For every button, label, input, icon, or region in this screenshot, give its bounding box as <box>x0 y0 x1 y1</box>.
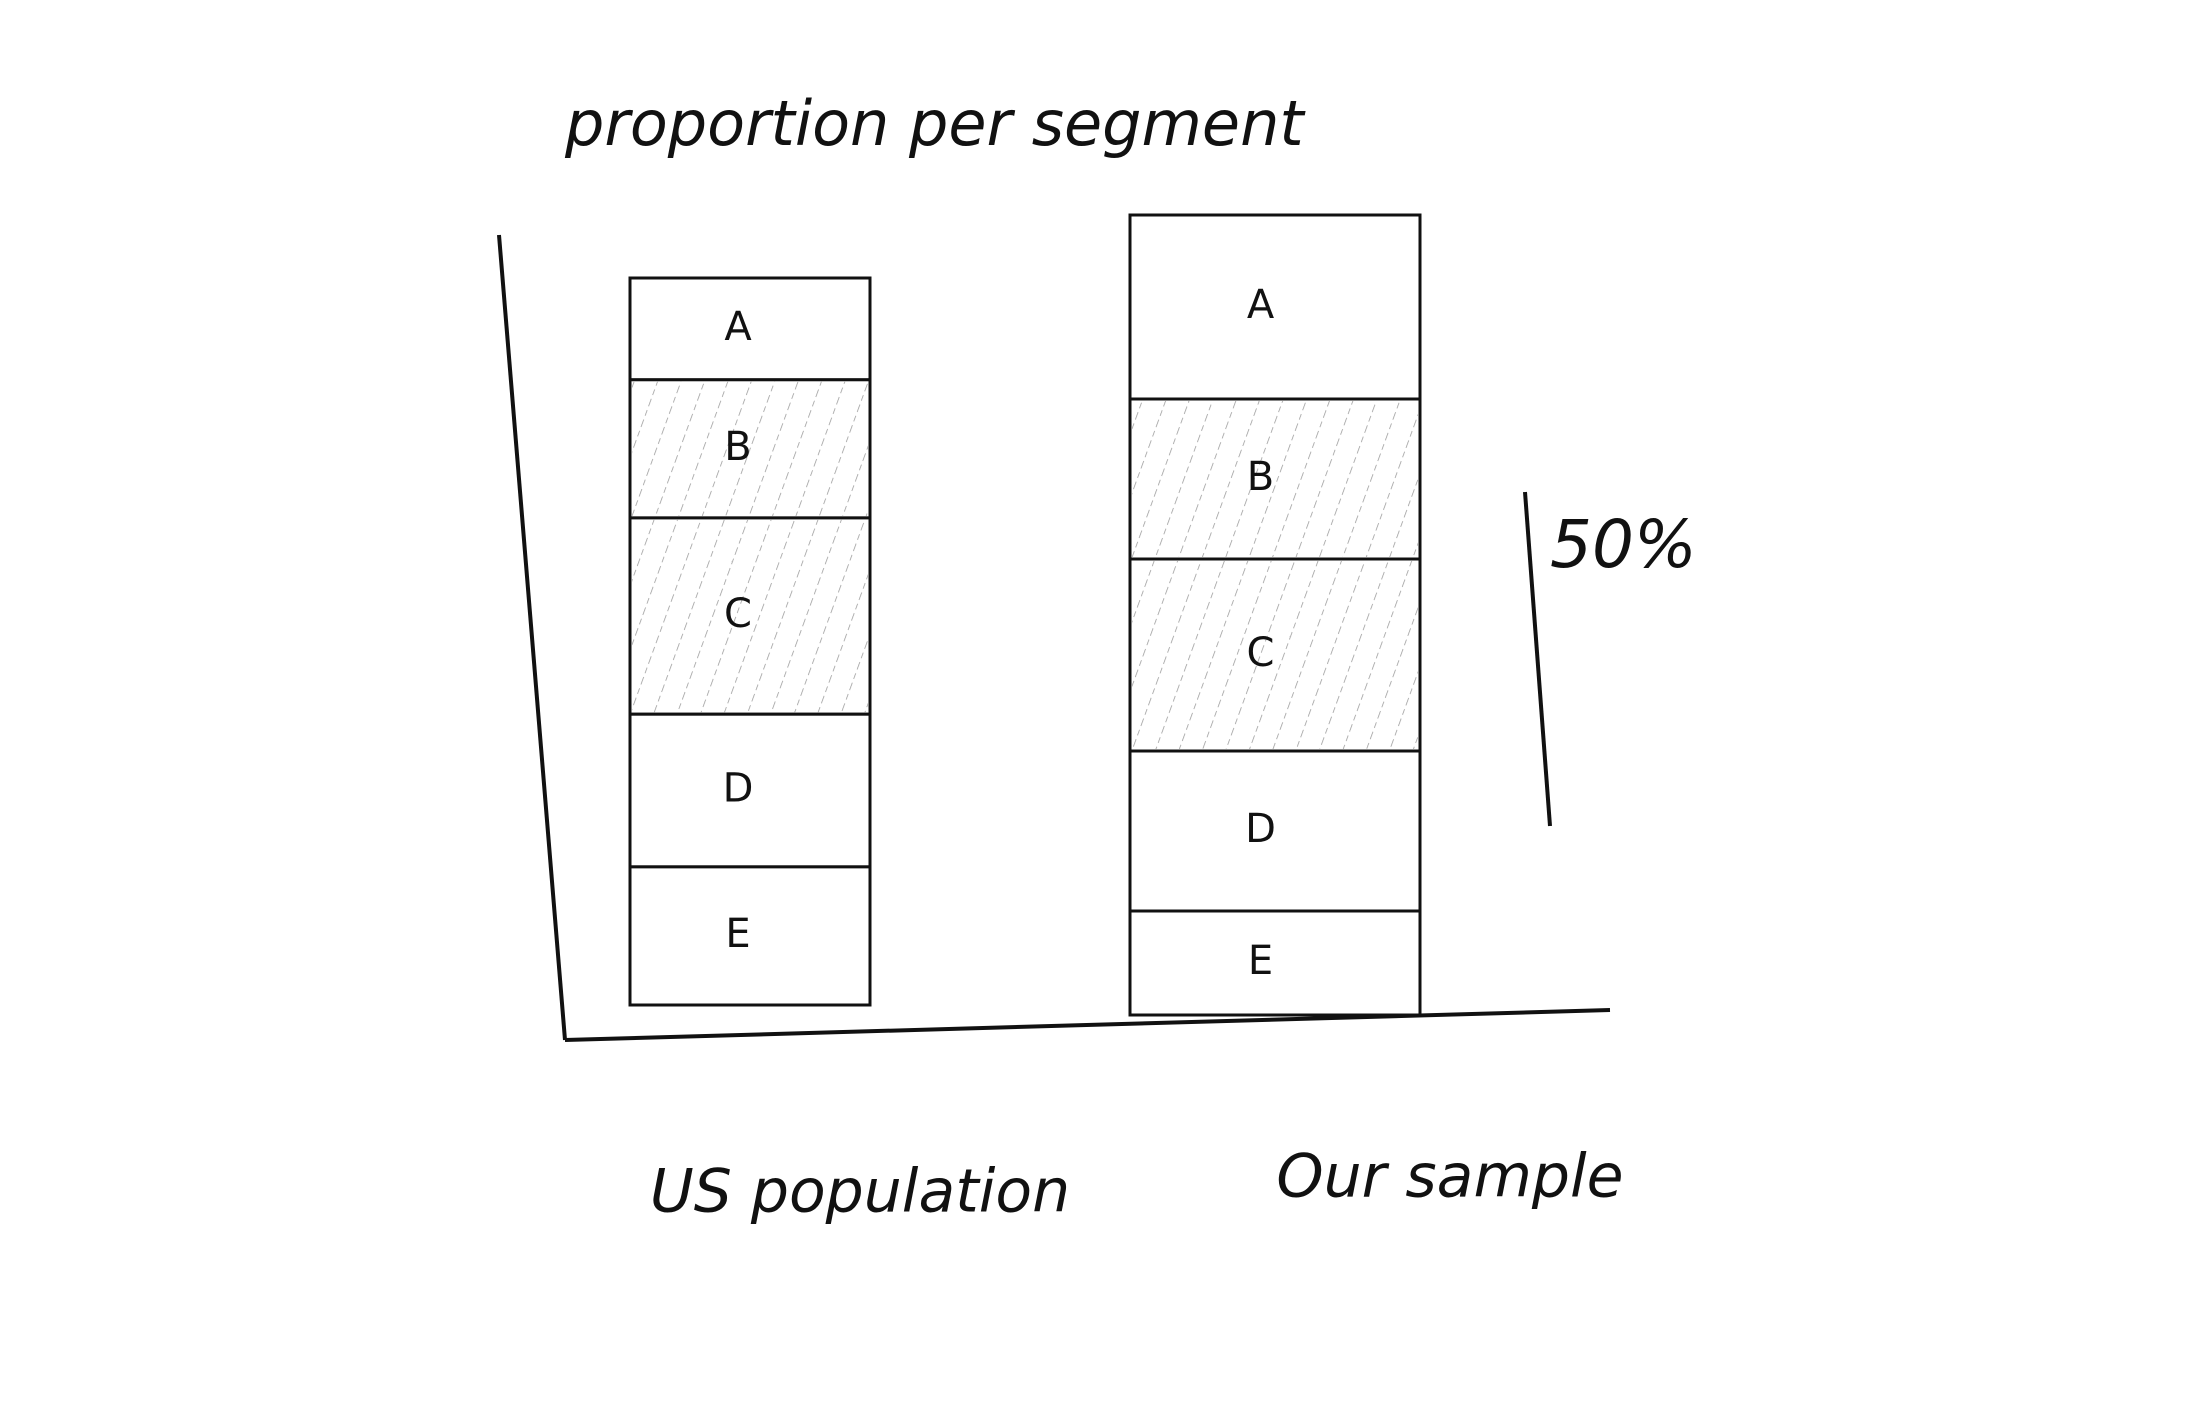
annotation: 50% <box>1550 506 1697 583</box>
segment-label: D <box>723 766 754 812</box>
hatch <box>1132 561 1418 749</box>
segment-label: D <box>1245 806 1276 852</box>
segment-label: B <box>724 424 751 470</box>
bar-segment <box>628 712 872 869</box>
hatch <box>632 519 868 713</box>
segment-label: C <box>724 591 752 637</box>
chart-title: proportion per segment <box>564 87 1306 160</box>
segment-label: A <box>724 304 752 350</box>
y-axis <box>497 234 567 1041</box>
hatch <box>1132 401 1418 557</box>
hatch <box>632 381 868 516</box>
segment-label: E <box>1248 938 1273 984</box>
segment-label: E <box>725 911 750 957</box>
bar-segment <box>1128 909 1422 1017</box>
bar-segment <box>628 865 872 1007</box>
segment-label: C <box>1247 630 1275 676</box>
segment-label: A <box>1247 282 1275 328</box>
x-tick-label: US population <box>650 1157 1070 1227</box>
x-axis <box>564 1008 1611 1042</box>
bracket <box>1523 491 1552 827</box>
bar-segment <box>628 276 872 382</box>
bar-segment <box>1128 213 1422 401</box>
segment-label: B <box>1247 454 1274 500</box>
x-tick-label: Our sample <box>1276 1142 1623 1212</box>
bar-segment <box>1128 749 1422 913</box>
